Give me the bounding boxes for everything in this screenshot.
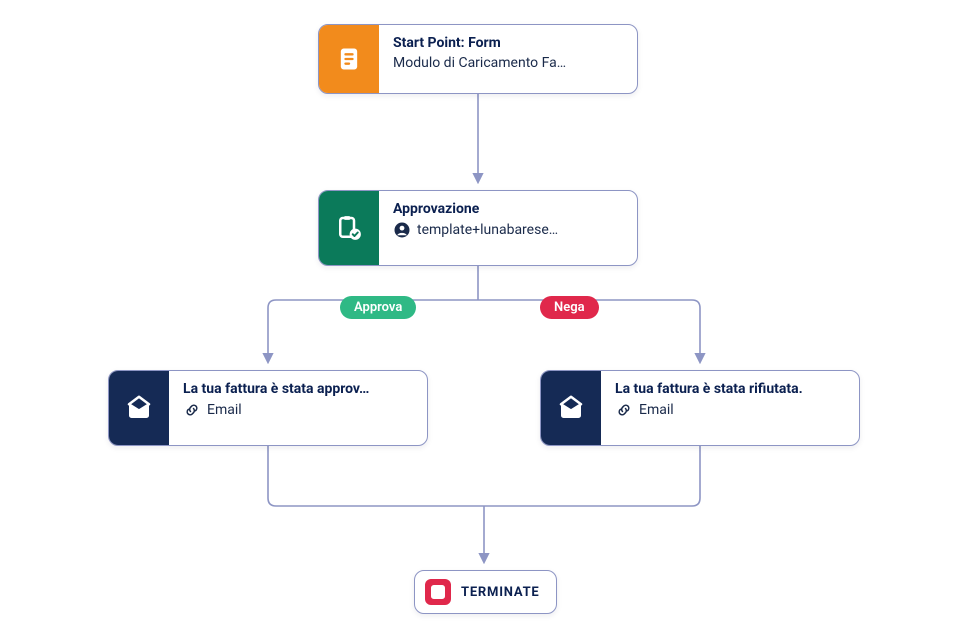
node-subtitle: Email xyxy=(183,401,413,419)
document-icon xyxy=(319,25,379,93)
node-title: La tua fattura è stata approv… xyxy=(183,381,413,397)
node-title: La tua fattura è stata rifiutata. xyxy=(615,381,845,397)
branch-label-deny: Nega xyxy=(540,296,599,319)
terminate-label: TERMINATE xyxy=(461,585,540,600)
edge-approved-to-join xyxy=(268,446,484,506)
node-subtitle: Modulo di Caricamento Fa… xyxy=(393,55,623,71)
edge-rejected-to-join xyxy=(484,446,700,506)
branch-label-approve: Approva xyxy=(340,296,416,319)
envelope-icon xyxy=(109,371,169,445)
node-email-approved[interactable]: La tua fattura è stata approv… Email xyxy=(108,370,428,446)
node-email-rejected[interactable]: La tua fattura è stata rifiutata. Email xyxy=(540,370,860,446)
node-title: Approvazione xyxy=(393,201,623,217)
node-terminate[interactable]: TERMINATE xyxy=(414,570,557,614)
node-subtitle: Email xyxy=(615,401,845,419)
link-icon xyxy=(183,401,201,419)
link-icon xyxy=(615,401,633,419)
workflow-canvas: Start Point: Form Modulo di Caricamento … xyxy=(0,0,968,633)
node-subtitle: template+lunabarese… xyxy=(393,221,623,239)
envelope-icon xyxy=(541,371,601,445)
approval-icon xyxy=(319,191,379,265)
node-approval[interactable]: Approvazione template+lunabarese… xyxy=(318,190,638,266)
connector-layer xyxy=(0,0,968,633)
stop-icon xyxy=(425,579,451,605)
person-icon xyxy=(393,221,411,239)
node-start-form[interactable]: Start Point: Form Modulo di Caricamento … xyxy=(318,24,638,94)
node-title: Start Point: Form xyxy=(393,35,623,51)
